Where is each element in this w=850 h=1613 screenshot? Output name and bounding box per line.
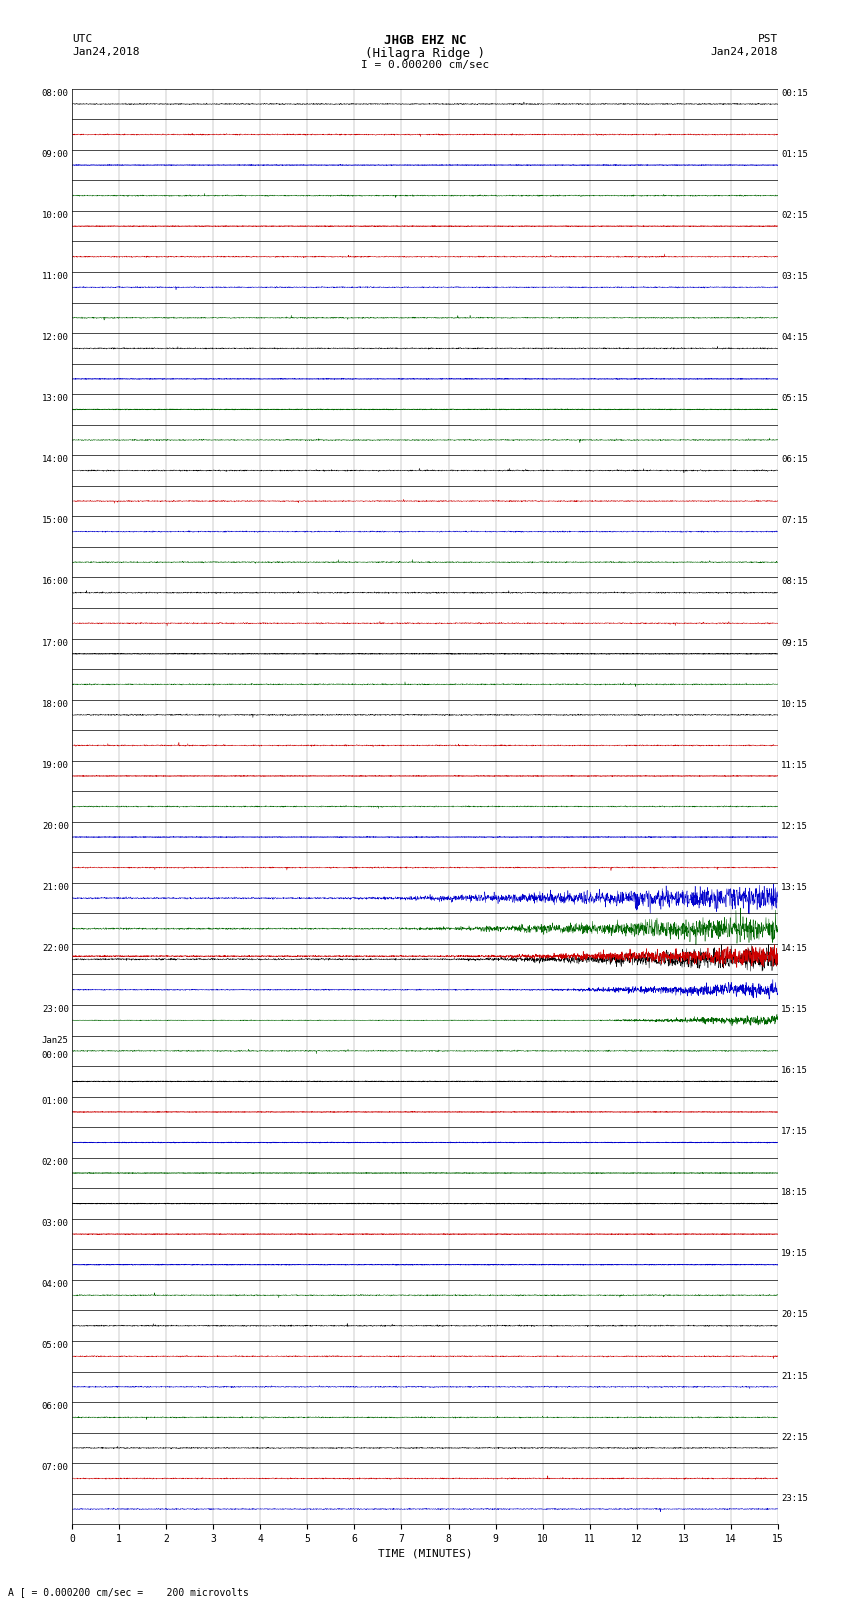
Text: 20:15: 20:15	[781, 1310, 808, 1319]
Text: 13:00: 13:00	[42, 394, 69, 403]
Text: Jan24,2018: Jan24,2018	[711, 47, 778, 56]
Text: 16:15: 16:15	[781, 1066, 808, 1076]
Text: 21:00: 21:00	[42, 882, 69, 892]
Text: 22:15: 22:15	[781, 1432, 808, 1442]
Text: 14:00: 14:00	[42, 455, 69, 465]
Text: 15:00: 15:00	[42, 516, 69, 526]
Text: 18:00: 18:00	[42, 700, 69, 708]
Text: Jan25: Jan25	[42, 1036, 69, 1045]
Text: 05:15: 05:15	[781, 394, 808, 403]
Text: 05:00: 05:00	[42, 1340, 69, 1350]
Text: 23:15: 23:15	[781, 1494, 808, 1503]
Text: 21:15: 21:15	[781, 1371, 808, 1381]
Text: 17:00: 17:00	[42, 639, 69, 647]
Text: 09:15: 09:15	[781, 639, 808, 647]
Text: 18:15: 18:15	[781, 1189, 808, 1197]
Text: 20:00: 20:00	[42, 821, 69, 831]
Text: 09:00: 09:00	[42, 150, 69, 158]
Text: 10:15: 10:15	[781, 700, 808, 708]
Text: 11:00: 11:00	[42, 273, 69, 281]
Text: 07:00: 07:00	[42, 1463, 69, 1473]
Text: 07:15: 07:15	[781, 516, 808, 526]
X-axis label: TIME (MINUTES): TIME (MINUTES)	[377, 1548, 473, 1558]
Text: 08:00: 08:00	[42, 89, 69, 98]
Text: 06:00: 06:00	[42, 1402, 69, 1411]
Text: 03:00: 03:00	[42, 1219, 69, 1227]
Text: 12:15: 12:15	[781, 821, 808, 831]
Text: 04:00: 04:00	[42, 1281, 69, 1289]
Text: Jan24,2018: Jan24,2018	[72, 47, 139, 56]
Text: 08:15: 08:15	[781, 577, 808, 587]
Text: PST: PST	[757, 34, 778, 44]
Text: 00:15: 00:15	[781, 89, 808, 98]
Text: 23:00: 23:00	[42, 1005, 69, 1015]
Text: I = 0.000200 cm/sec: I = 0.000200 cm/sec	[361, 60, 489, 69]
Text: 02:15: 02:15	[781, 211, 808, 219]
Text: 10:00: 10:00	[42, 211, 69, 219]
Text: 01:00: 01:00	[42, 1097, 69, 1105]
Text: 04:15: 04:15	[781, 332, 808, 342]
Text: (Hilagra Ridge ): (Hilagra Ridge )	[365, 47, 485, 60]
Text: 19:15: 19:15	[781, 1250, 808, 1258]
Text: 02:00: 02:00	[42, 1158, 69, 1166]
Text: 16:00: 16:00	[42, 577, 69, 587]
Text: 03:15: 03:15	[781, 273, 808, 281]
Text: 01:15: 01:15	[781, 150, 808, 158]
Text: 14:15: 14:15	[781, 944, 808, 953]
Text: 12:00: 12:00	[42, 332, 69, 342]
Text: 13:15: 13:15	[781, 882, 808, 892]
Text: 22:00: 22:00	[42, 944, 69, 953]
Text: 17:15: 17:15	[781, 1127, 808, 1136]
Text: A [ = 0.000200 cm/sec =    200 microvolts: A [ = 0.000200 cm/sec = 200 microvolts	[8, 1587, 249, 1597]
Text: JHGB EHZ NC: JHGB EHZ NC	[383, 34, 467, 47]
Text: 15:15: 15:15	[781, 1005, 808, 1015]
Text: 00:00: 00:00	[42, 1050, 69, 1060]
Text: 19:00: 19:00	[42, 761, 69, 769]
Text: 11:15: 11:15	[781, 761, 808, 769]
Text: 06:15: 06:15	[781, 455, 808, 465]
Text: UTC: UTC	[72, 34, 93, 44]
